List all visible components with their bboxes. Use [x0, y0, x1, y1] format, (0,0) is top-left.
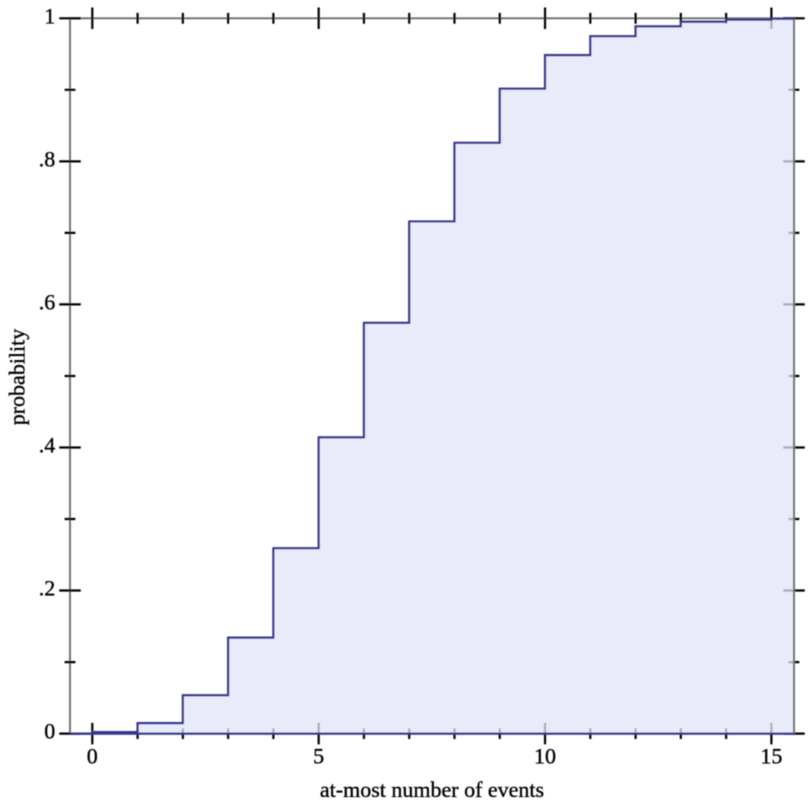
- svg-text:10: 10: [534, 743, 556, 768]
- svg-text:.2: .2: [39, 576, 56, 601]
- svg-text:probability: probability: [5, 329, 30, 426]
- svg-text:15: 15: [760, 743, 782, 768]
- svg-text:.8: .8: [39, 146, 56, 171]
- svg-text:0: 0: [87, 743, 98, 768]
- svg-text:1: 1: [44, 3, 55, 28]
- svg-text:5: 5: [313, 743, 324, 768]
- svg-text:.4: .4: [39, 433, 56, 458]
- svg-text:0: 0: [44, 719, 55, 744]
- svg-text:.6: .6: [39, 289, 56, 314]
- svg-text:at-most number of events: at-most number of events: [320, 777, 544, 802]
